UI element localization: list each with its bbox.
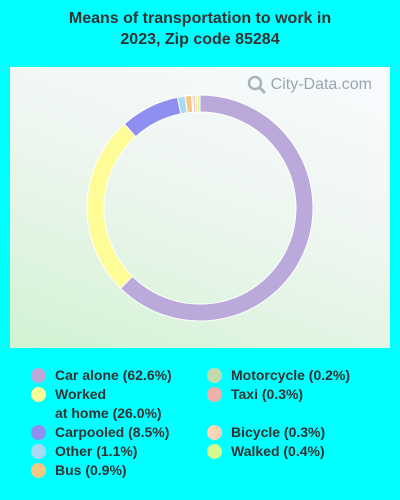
donut-chart xyxy=(86,94,314,322)
legend-label: Motorcycle (0.2%) xyxy=(231,367,351,383)
plot-area: City-Data.com xyxy=(10,67,390,348)
legend-item: Taxi (0.3%) xyxy=(207,385,303,404)
watermark: City-Data.com xyxy=(247,75,372,95)
legend-item: Motorcycle (0.2%) xyxy=(207,366,350,385)
donut-slice xyxy=(196,94,201,113)
magnifier-icon xyxy=(247,75,266,95)
legend-item: Bicycle (0.3%) xyxy=(207,423,325,442)
legend-label: Car alone (62.6%) xyxy=(55,367,172,383)
legend: Car alone (62.6%) Worked at home (26.0%) C… xyxy=(0,366,400,491)
legend-item: Other (1.1%) xyxy=(31,442,137,461)
legend-swatch xyxy=(31,444,46,459)
chart-title-line-1: Means of transportation to work in xyxy=(68,10,332,27)
legend-label: Carpooled (8.5%) xyxy=(55,424,170,440)
watermark-text: City-Data.com xyxy=(270,76,372,93)
legend-swatch xyxy=(31,425,46,440)
donut-slice xyxy=(123,96,182,138)
legend-item: Bus (0.9%) xyxy=(31,461,127,480)
legend-swatch xyxy=(207,368,222,383)
chart-title: Means of transportation to work in 2023,… xyxy=(0,8,400,50)
legend-swatch xyxy=(31,387,46,402)
legend-label: Taxi (0.3%) xyxy=(231,386,304,402)
legend-label: Worked at home (26.0%) xyxy=(55,386,162,421)
legend-swatch xyxy=(31,463,46,478)
donut-slice xyxy=(119,94,314,322)
legend-item: Car alone (62.6%) xyxy=(31,366,172,385)
legend-item: Worked at home (26.0%) xyxy=(31,385,162,423)
legend-item: Carpooled (8.5%) xyxy=(31,423,169,442)
legend-swatch xyxy=(207,425,222,440)
donut-slice xyxy=(86,123,137,290)
legend-label: Walked (0.4%) xyxy=(231,443,325,459)
legend-label: Bicycle (0.3%) xyxy=(231,424,326,440)
legend-swatch xyxy=(31,368,46,383)
legend-swatch xyxy=(207,444,222,459)
legend-swatch xyxy=(207,387,222,402)
legend-label: Bus (0.9%) xyxy=(55,462,127,478)
legend-item: Walked (0.4%) xyxy=(207,442,325,461)
legend-label: Other (1.1%) xyxy=(55,443,138,459)
chart-title-line-2: 2023, Zip code 85284 xyxy=(120,31,280,48)
